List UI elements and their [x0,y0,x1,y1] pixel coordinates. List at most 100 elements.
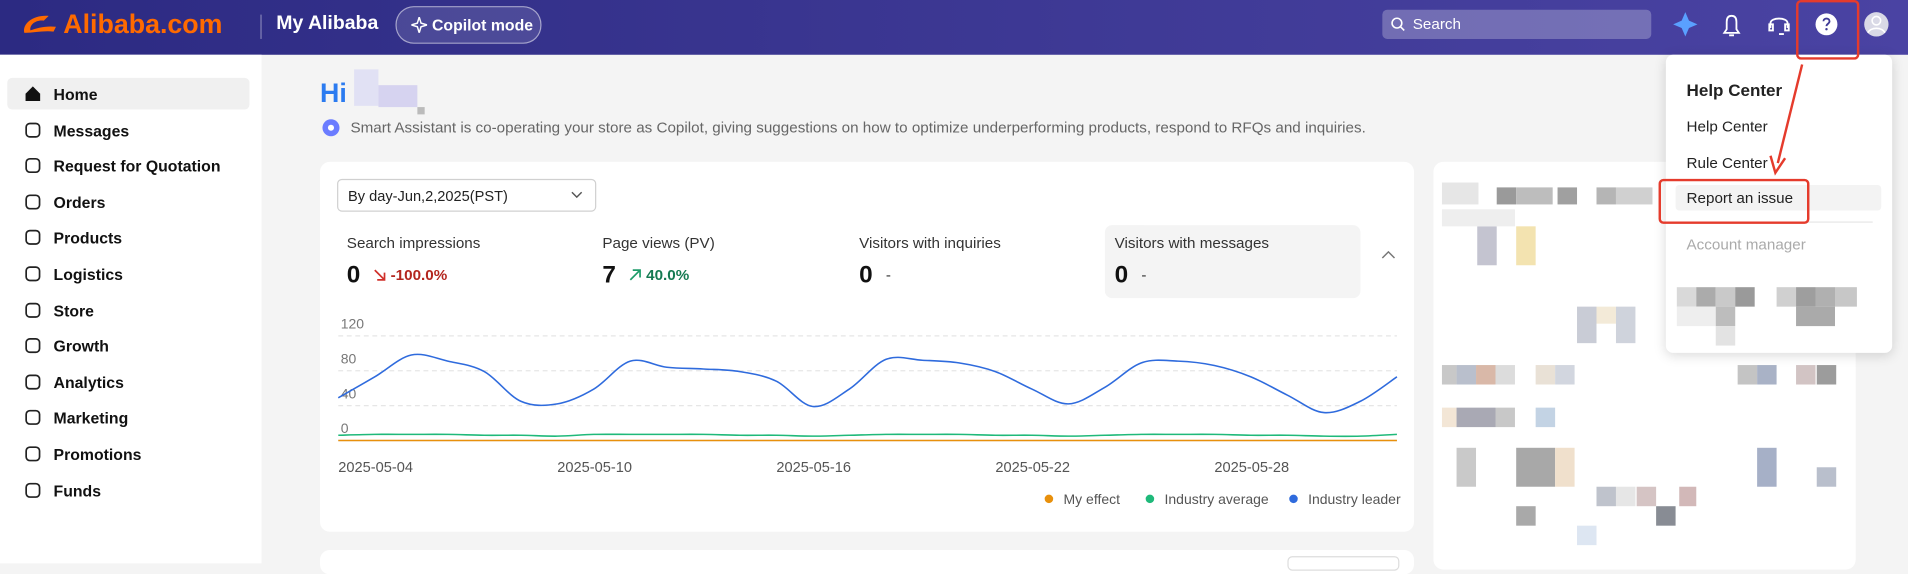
highlight-box [1658,178,1810,224]
metric-change: -100.0% [390,266,448,284]
menu-item[interactable]: Report an issue [1686,189,1794,207]
blurred-block [1456,365,1477,385]
y-tick-label: 0 [341,420,349,436]
nav-item[interactable]: Home [7,77,250,110]
nav-label: Request for Quotation [53,157,221,176]
nav-item[interactable]: Marketing [7,402,249,434]
blurred-block [1735,287,1755,307]
blurred-block [1676,287,1697,307]
menu-item[interactable]: Rule Center [1686,154,1768,172]
metric-value: 0 [346,261,361,289]
blurred-block [1834,287,1857,307]
blurred-block [1615,187,1653,205]
nav-item[interactable]: Logistics [7,258,249,290]
nav-item[interactable]: Orders [7,186,249,218]
support-icon[interactable] [1768,17,1790,35]
blurred-block [1715,287,1736,307]
legend-label: My effect [1064,491,1121,507]
nav-label: Products [53,229,123,248]
metric-selected-bg [1104,225,1361,299]
blurred-name [354,69,379,106]
nav-label: Analytics [53,373,124,392]
blurred-block [1496,187,1517,205]
ai-icon[interactable] [1673,12,1698,37]
x-tick-label: 2025-05-16 [776,460,851,476]
blurred-name [417,107,425,115]
x-tick-label: 2025-05-22 [995,460,1070,476]
y-tick-label: 120 [341,316,365,332]
series-line [338,433,1397,438]
blurred-block [1615,306,1636,344]
metric-value: 0 [1114,261,1129,289]
nav-item[interactable]: Request for Quotation [7,150,249,182]
copilot-label: Copilot mode [431,15,534,35]
blurred-block [1656,506,1676,526]
blurred-block [1816,467,1837,487]
trend-icon [629,269,641,281]
assistant-message: Smart Assistant is co-operating your sto… [350,119,1366,137]
nav-item[interactable]: Funds [7,474,249,506]
blurred-block [1796,287,1816,307]
nav-icon [25,230,41,246]
blurred-block [1596,306,1616,324]
blurred-block [1535,365,1556,385]
nav-label: Promotions [53,445,142,464]
blurred-block [1516,187,1553,205]
x-tick-label: 2025-05-28 [1214,460,1289,476]
blurred-block [1477,226,1497,266]
arrow-head [1769,155,1787,176]
greeting: Hi [320,77,347,109]
blurred-block [1516,506,1536,526]
nav-item[interactable]: Growth [7,330,249,362]
nav-icon [25,122,41,138]
sidebar [0,54,262,564]
search-box[interactable]: Search [1382,9,1652,39]
metric-label: Search impressions [346,234,481,252]
menu-item-disabled: Account manager [1686,236,1806,254]
nav-label: Marketing [53,409,129,428]
blurred-block [1441,182,1479,205]
nav-item[interactable]: Analytics [7,366,249,398]
dropdown-caret [571,191,583,199]
nav-item[interactable]: Promotions [7,438,249,470]
nav-item[interactable]: Store [7,294,249,326]
copilot-button[interactable]: Copilot mode [395,6,542,44]
x-tick-label: 2025-05-10 [557,460,632,476]
blurred-block [1679,486,1697,507]
blurred-block [1555,447,1575,487]
legend-label: Industry leader [1308,491,1401,507]
menu-item[interactable]: Help Center [1686,118,1768,136]
blurred-block [1615,486,1636,507]
help-title: Help Center [1686,80,1783,100]
metric-value: 7 [602,261,616,289]
blurred-block [1577,306,1597,344]
logo-icon [24,15,56,33]
blurred-block [1676,306,1716,327]
logo[interactable]: Alibaba.com [63,8,223,39]
nav-label: Orders [53,193,106,212]
blurred-block [1441,365,1457,385]
sparkle-icon [411,17,428,33]
nav-item[interactable]: Products [7,222,249,254]
blurred-name [378,85,418,108]
blurred-block [1757,365,1777,385]
date-selector[interactable]: By day-Jun,2,2025(PST) [337,178,597,212]
header-title[interactable]: My Alibaba [276,13,379,35]
nav-label: Growth [53,337,109,356]
nav-icon [25,194,41,210]
metric-change: - [885,266,891,284]
blurred-block [1577,525,1597,546]
nav-item[interactable]: Messages [7,114,249,146]
bell-icon[interactable] [1722,14,1741,37]
nav-label: Home [53,85,98,104]
blurred-block [1696,287,1716,307]
metric-label: Visitors with inquiries [859,234,1001,252]
collapse-icon[interactable] [1381,249,1396,259]
y-tick-label: 80 [341,350,357,366]
legend-marker [1044,494,1054,504]
metric-label: Page views (PV) [602,234,715,252]
blurred-block [1495,365,1515,385]
blurred-block [1516,226,1536,266]
hover-bg [1675,184,1882,211]
